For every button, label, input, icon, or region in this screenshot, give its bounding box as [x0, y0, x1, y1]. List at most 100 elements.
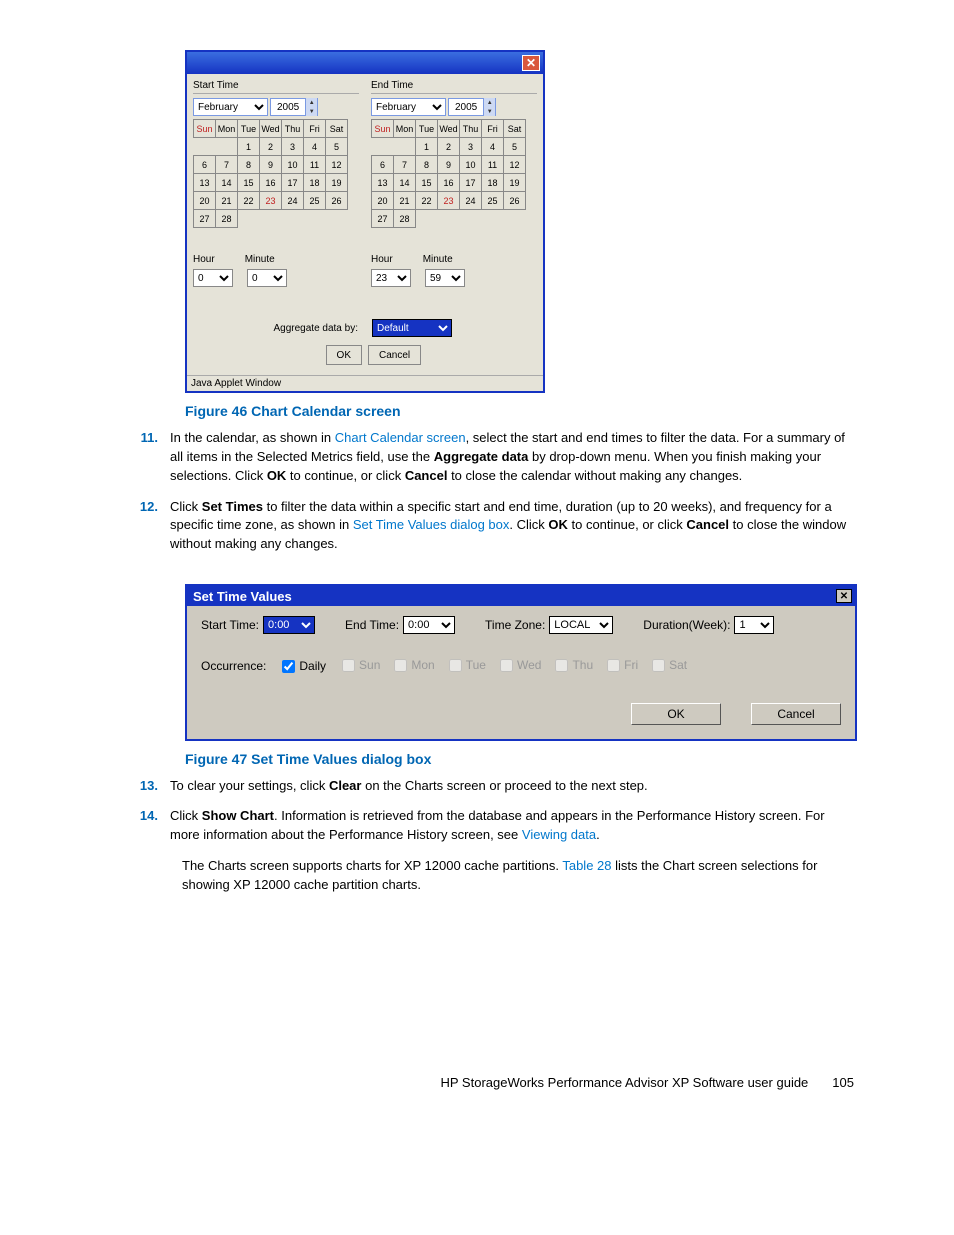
calendar-day[interactable]: 5: [504, 138, 526, 156]
start-year-spinner[interactable]: 2005 ▲▼: [270, 98, 318, 116]
calendar-day[interactable]: 28: [394, 210, 416, 228]
end-time-panel: End Time February 2005 ▲▼ SunMonTueWedTh…: [365, 74, 543, 291]
calendar-day[interactable]: 27: [372, 210, 394, 228]
aggregate-select[interactable]: Default: [372, 319, 452, 337]
close-icon[interactable]: ✕: [836, 589, 852, 603]
calendar-day-header: Sat: [326, 120, 348, 138]
calendar-day[interactable]: 8: [238, 156, 260, 174]
timezone-select[interactable]: LOCAL: [549, 616, 613, 634]
calendar-day[interactable]: 22: [238, 192, 260, 210]
daily-checkbox[interactable]: Daily: [282, 659, 326, 673]
calendar-day[interactable]: 18: [482, 174, 504, 192]
calendar-day[interactable]: 13: [372, 174, 394, 192]
calendar-day[interactable]: 3: [282, 138, 304, 156]
calendar-day[interactable]: 26: [504, 192, 526, 210]
calendar-day[interactable]: 21: [216, 192, 238, 210]
start-minute-select[interactable]: 0: [247, 269, 287, 287]
close-icon[interactable]: ✕: [522, 55, 540, 71]
status-bar: Java Applet Window: [187, 375, 543, 391]
calendar-day[interactable]: 4: [304, 138, 326, 156]
calendar-day[interactable]: 10: [460, 156, 482, 174]
ok-button[interactable]: OK: [631, 703, 721, 725]
calendar-day[interactable]: 15: [416, 174, 438, 192]
calendar-day[interactable]: 16: [438, 174, 460, 192]
calendar-day[interactable]: 14: [394, 174, 416, 192]
calendar-day[interactable]: 15: [238, 174, 260, 192]
spinner-down-icon[interactable]: ▼: [483, 107, 495, 116]
link-viewing-data[interactable]: Viewing data: [522, 827, 596, 842]
end-year-spinner[interactable]: 2005 ▲▼: [448, 98, 496, 116]
cancel-button[interactable]: Cancel: [368, 345, 421, 365]
calendar-day[interactable]: 26: [326, 192, 348, 210]
calendar-day[interactable]: 21: [394, 192, 416, 210]
ok-button[interactable]: OK: [326, 345, 362, 365]
end-hour-select[interactable]: 23: [371, 269, 411, 287]
cancel-button[interactable]: Cancel: [751, 703, 841, 725]
day-checkbox[interactable]: Wed: [500, 658, 541, 672]
set-time-values-dialog: Set Time Values ✕ Start Time: 0:00 End T…: [185, 584, 857, 741]
spinner-down-icon[interactable]: ▼: [305, 107, 317, 116]
link-set-time-values[interactable]: Set Time Values dialog box: [353, 517, 510, 532]
calendar-day[interactable]: 20: [194, 192, 216, 210]
calendar-day[interactable]: 17: [460, 174, 482, 192]
end-month-select[interactable]: February: [371, 98, 446, 116]
calendar-day[interactable]: 6: [194, 156, 216, 174]
day-checkbox[interactable]: Sat: [652, 658, 687, 672]
day-checkbox[interactable]: Tue: [449, 658, 486, 672]
spinner-up-icon[interactable]: ▲: [305, 98, 317, 107]
calendar-day[interactable]: 9: [438, 156, 460, 174]
calendar-day[interactable]: 19: [504, 174, 526, 192]
calendar-day[interactable]: 6: [372, 156, 394, 174]
calendar-day[interactable]: 9: [260, 156, 282, 174]
calendar-day[interactable]: 11: [304, 156, 326, 174]
calendar-day[interactable]: 23: [260, 192, 282, 210]
calendar-day[interactable]: 16: [260, 174, 282, 192]
day-checkbox[interactable]: Mon: [394, 658, 434, 672]
calendar-day[interactable]: 28: [216, 210, 238, 228]
chart-calendar-dialog: ✕ Start Time February 2005 ▲▼ SunMonTueW…: [185, 50, 545, 393]
calendar-day[interactable]: 7: [394, 156, 416, 174]
calendar-day[interactable]: 1: [238, 138, 260, 156]
calendar-day[interactable]: 7: [216, 156, 238, 174]
calendar-day[interactable]: 10: [282, 156, 304, 174]
calendar-day[interactable]: 17: [282, 174, 304, 192]
link-table-28[interactable]: Table 28: [562, 858, 611, 873]
step-number: 12.: [130, 498, 170, 555]
calendar-day[interactable]: 1: [416, 138, 438, 156]
start-month-select[interactable]: February: [193, 98, 268, 116]
calendar-day[interactable]: 19: [326, 174, 348, 192]
calendar-day[interactable]: 4: [482, 138, 504, 156]
calendar-day[interactable]: 24: [460, 192, 482, 210]
start-time-select[interactable]: 0:00: [263, 616, 315, 634]
calendar-day[interactable]: 2: [438, 138, 460, 156]
spinner-up-icon[interactable]: ▲: [483, 98, 495, 107]
link-chart-calendar[interactable]: Chart Calendar screen: [335, 430, 466, 445]
calendar-day[interactable]: 11: [482, 156, 504, 174]
calendar-day[interactable]: 2: [260, 138, 282, 156]
calendar-day-header: Thu: [282, 120, 304, 138]
end-minute-select[interactable]: 59: [425, 269, 465, 287]
calendar-day[interactable]: 13: [194, 174, 216, 192]
calendar-day[interactable]: 27: [194, 210, 216, 228]
calendar-day[interactable]: 3: [460, 138, 482, 156]
calendar-day[interactable]: 24: [282, 192, 304, 210]
calendar-day[interactable]: 12: [504, 156, 526, 174]
calendar-day[interactable]: 25: [482, 192, 504, 210]
calendar-day[interactable]: 22: [416, 192, 438, 210]
day-checkbox[interactable]: Thu: [555, 658, 593, 672]
start-hour-select[interactable]: 0: [193, 269, 233, 287]
day-checkbox[interactable]: Fri: [607, 658, 638, 672]
duration-select[interactable]: 1: [734, 616, 774, 634]
end-time-select[interactable]: 0:00: [403, 616, 455, 634]
calendar-day[interactable]: 14: [216, 174, 238, 192]
start-calendar[interactable]: SunMonTueWedThuFriSat 123456789101112131…: [193, 119, 348, 228]
calendar-day[interactable]: 12: [326, 156, 348, 174]
calendar-day[interactable]: 20: [372, 192, 394, 210]
calendar-day[interactable]: 23: [438, 192, 460, 210]
calendar-day[interactable]: 25: [304, 192, 326, 210]
calendar-day[interactable]: 5: [326, 138, 348, 156]
calendar-day[interactable]: 18: [304, 174, 326, 192]
day-checkbox[interactable]: Sun: [342, 658, 380, 672]
calendar-day[interactable]: 8: [416, 156, 438, 174]
end-calendar[interactable]: SunMonTueWedThuFriSat 123456789101112131…: [371, 119, 526, 228]
